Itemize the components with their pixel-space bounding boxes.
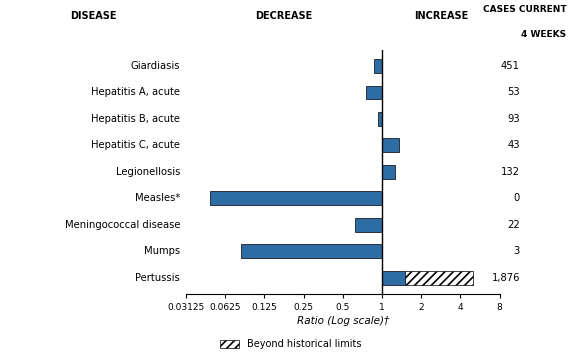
X-axis label: Ratio (Log scale)†: Ratio (Log scale)† xyxy=(297,316,389,326)
Bar xyxy=(374,59,382,73)
Text: Hepatitis A, acute: Hepatitis A, acute xyxy=(91,87,180,97)
Text: Measles*: Measles* xyxy=(135,193,180,203)
Bar xyxy=(378,112,382,126)
Text: 22: 22 xyxy=(507,220,520,230)
Text: 53: 53 xyxy=(507,87,520,97)
Text: Meningococcal disease: Meningococcal disease xyxy=(64,220,180,230)
Text: 43: 43 xyxy=(507,140,520,150)
Bar xyxy=(382,165,394,179)
Text: 4 WEEKS: 4 WEEKS xyxy=(521,30,566,39)
Text: 451: 451 xyxy=(501,61,520,71)
Text: CASES CURRENT: CASES CURRENT xyxy=(483,5,566,14)
Text: DECREASE: DECREASE xyxy=(255,11,313,21)
Bar xyxy=(355,218,382,232)
Text: Hepatitis C, acute: Hepatitis C, acute xyxy=(91,140,180,150)
Text: Pertussis: Pertussis xyxy=(135,273,180,283)
Text: 1,876: 1,876 xyxy=(492,273,520,283)
Text: 93: 93 xyxy=(507,114,520,124)
Text: Legionellosis: Legionellosis xyxy=(116,167,180,177)
Text: DISEASE: DISEASE xyxy=(70,11,116,21)
Text: 0: 0 xyxy=(514,193,520,203)
Bar xyxy=(367,86,382,99)
Bar xyxy=(382,139,399,152)
Bar xyxy=(405,271,473,285)
Text: Giardiasis: Giardiasis xyxy=(131,61,180,71)
Bar xyxy=(241,245,382,258)
Text: INCREASE: INCREASE xyxy=(414,11,468,21)
Text: 132: 132 xyxy=(501,167,520,177)
Bar xyxy=(210,192,382,205)
Text: 3: 3 xyxy=(514,246,520,256)
Text: Mumps: Mumps xyxy=(144,246,180,256)
Text: Hepatitis B, acute: Hepatitis B, acute xyxy=(91,114,180,124)
Bar xyxy=(382,271,405,285)
Legend: Beyond historical limits: Beyond historical limits xyxy=(216,335,365,353)
